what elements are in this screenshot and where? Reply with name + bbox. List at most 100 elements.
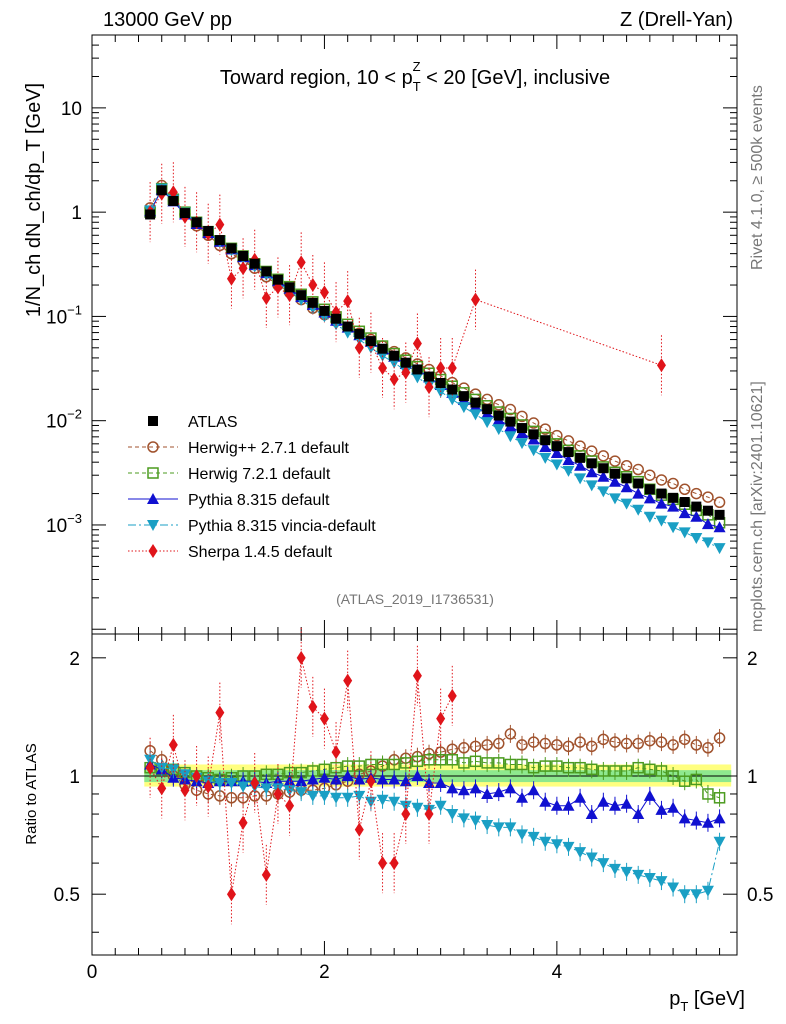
main-point xyxy=(249,258,260,269)
main-point xyxy=(643,511,656,523)
ratio-point xyxy=(493,757,505,769)
main-point xyxy=(168,195,179,206)
ratio-point xyxy=(353,773,366,785)
ratio-point xyxy=(341,770,354,782)
main-point xyxy=(319,285,329,300)
ratio-point xyxy=(585,852,598,864)
ratio-point xyxy=(632,808,645,820)
main-point xyxy=(562,435,575,447)
ratio-point xyxy=(260,783,273,795)
ratio-point xyxy=(400,757,412,769)
ratio-point xyxy=(434,776,447,788)
ratio-point xyxy=(597,733,610,746)
ratio-point xyxy=(285,798,295,813)
main-point xyxy=(539,440,552,452)
ratio-point xyxy=(550,799,563,811)
ratio-point xyxy=(469,815,482,827)
main-series xyxy=(144,162,726,555)
ratio-point xyxy=(620,765,633,777)
main-point xyxy=(550,446,563,458)
main-point xyxy=(678,527,691,539)
main-point xyxy=(575,452,586,463)
ratio-point xyxy=(411,770,424,782)
main-point xyxy=(238,261,248,276)
ratio-point xyxy=(678,812,691,824)
ratio-point xyxy=(296,650,306,665)
ratio-point xyxy=(504,822,517,834)
main-point xyxy=(411,372,424,384)
ratio-panel: 0 2 4 0.5 0.5 1 1 2 2 Ratio to ATLAS pT [GeV] xyxy=(23,627,773,1014)
legend-label: Herwig 7.2.1 default xyxy=(188,466,331,483)
ratio-point xyxy=(481,820,494,832)
main-point xyxy=(436,361,446,376)
ratio-point xyxy=(366,774,376,789)
ratio-point xyxy=(539,795,552,807)
ratio-point xyxy=(273,786,283,801)
main-point xyxy=(609,455,621,467)
main-point xyxy=(655,474,668,486)
main-point xyxy=(574,473,587,485)
ratio-point xyxy=(412,668,422,683)
ratio-point xyxy=(145,760,155,775)
ratio-point xyxy=(353,790,366,802)
main-point xyxy=(713,496,726,509)
main-point xyxy=(389,350,400,361)
ratio-point xyxy=(620,797,633,809)
ratio-ytick-label-right: 2 xyxy=(747,649,758,670)
ratio-point xyxy=(423,776,436,788)
process-label: Z (Drell-Yan) xyxy=(620,9,733,31)
x-tick-label: 4 xyxy=(552,962,563,983)
ratio-point xyxy=(678,733,691,746)
ratio-point xyxy=(446,754,459,766)
legend-marker xyxy=(147,467,159,479)
main-point xyxy=(296,255,306,270)
ratio-point xyxy=(539,836,552,848)
main-point xyxy=(470,397,481,408)
main-point xyxy=(608,475,621,487)
ratio-point xyxy=(655,736,668,748)
main-point xyxy=(446,394,459,406)
main-point xyxy=(714,509,725,520)
ratio-ytick-label: 1 xyxy=(69,767,80,788)
legend: ATLAS Herwig++ 2.7.1 default Herwig 7.2.1 … xyxy=(128,414,376,561)
main-point xyxy=(586,458,597,469)
ratio-point xyxy=(655,803,668,815)
main-point xyxy=(203,225,214,236)
main-point xyxy=(517,423,527,434)
ratio-point xyxy=(330,792,343,804)
ratio-point xyxy=(319,711,329,726)
main-point xyxy=(621,473,632,484)
ratio-ytick-label-right: 1 xyxy=(747,767,758,788)
ratio-point xyxy=(632,761,644,774)
main-point xyxy=(690,532,703,544)
ratio-point xyxy=(504,728,517,740)
ratio-point xyxy=(457,813,470,825)
main-point xyxy=(690,487,703,500)
main-point xyxy=(307,297,318,308)
ratio-point xyxy=(655,876,668,888)
ratio-point xyxy=(504,758,517,771)
main-point xyxy=(655,515,668,527)
main-ytick-label: 1 xyxy=(71,203,82,224)
x-tick-label: 0 xyxy=(87,962,98,983)
main-point xyxy=(655,497,668,509)
ratio-point xyxy=(446,782,459,794)
ratio-point xyxy=(690,814,703,826)
main-point xyxy=(713,521,726,533)
main-point xyxy=(481,417,494,429)
ratio-point xyxy=(155,762,168,774)
ratio-point xyxy=(632,737,644,750)
ratio-point xyxy=(562,740,575,753)
main-axes: 10 1 10−1 10−2 10−3 xyxy=(46,34,737,634)
ratio-point xyxy=(203,779,213,794)
ratio-point xyxy=(644,734,656,747)
main-point xyxy=(597,470,610,482)
ratio-point xyxy=(331,745,341,760)
ratio-point xyxy=(469,782,482,794)
main-point xyxy=(493,410,504,421)
ratio-point xyxy=(574,791,587,803)
main-point xyxy=(343,294,353,309)
ratio-ytick-label: 0.5 xyxy=(54,885,80,906)
legend-marker xyxy=(147,520,159,531)
main-point xyxy=(179,208,190,219)
